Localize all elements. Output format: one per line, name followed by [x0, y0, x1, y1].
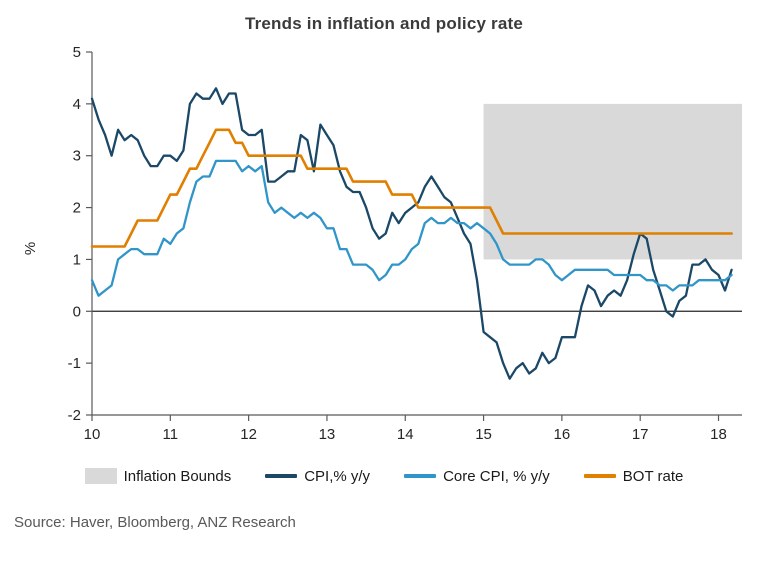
legend-item-bot-rate: BOT rate	[583, 467, 684, 485]
legend-label-core-cpi: Core CPI, % y/y	[443, 467, 550, 485]
y-axis-label: %	[22, 241, 40, 256]
svg-text:0: 0	[73, 303, 81, 320]
legend-label-inflation-bounds: Inflation Bounds	[123, 467, 232, 485]
bot-rate-line-swatch	[583, 474, 616, 478]
svg-text:16: 16	[554, 426, 571, 443]
svg-text:1: 1	[73, 251, 81, 268]
svg-text:10: 10	[84, 426, 101, 443]
chart-title: Trends in inflation and policy rate	[244, 14, 524, 33]
legend-label-cpi: CPI,% y/y	[304, 467, 371, 485]
svg-text:-2: -2	[68, 407, 81, 424]
svg-text:14: 14	[397, 426, 414, 443]
svg-text:3: 3	[73, 148, 81, 165]
chart-legend: Inflation Bounds CPI,% y/y Core CPI, % y…	[0, 460, 768, 492]
svg-text:5: 5	[73, 44, 81, 61]
svg-text:4: 4	[73, 96, 81, 113]
legend-label-bot-rate: BOT rate	[622, 467, 684, 485]
core-cpi-line-swatch	[404, 474, 437, 478]
cpi-line-swatch	[265, 474, 298, 478]
svg-text:15: 15	[475, 426, 492, 443]
svg-text:17: 17	[632, 426, 649, 443]
svg-text:12: 12	[240, 426, 257, 443]
chart-area: % -2 -1 0 1 2 3 4 5 10 11 12 13 14 15 16 17 18	[0, 42, 768, 460]
legend-item-core-cpi: Core CPI, % y/y	[404, 468, 550, 485]
inflation-bounds-swatch	[84, 468, 117, 484]
svg-text:-1: -1	[68, 355, 81, 372]
svg-text:2: 2	[73, 200, 81, 217]
svg-text:18: 18	[710, 426, 727, 443]
svg-text:13: 13	[319, 426, 336, 443]
source-text: Source: Haver, Bloomberg, ANZ Research	[14, 514, 296, 531]
svg-text:11: 11	[163, 426, 179, 443]
legend-item-cpi: CPI,% y/y	[265, 468, 370, 485]
legend-item-inflation-bounds: Inflation Bounds	[84, 467, 232, 485]
